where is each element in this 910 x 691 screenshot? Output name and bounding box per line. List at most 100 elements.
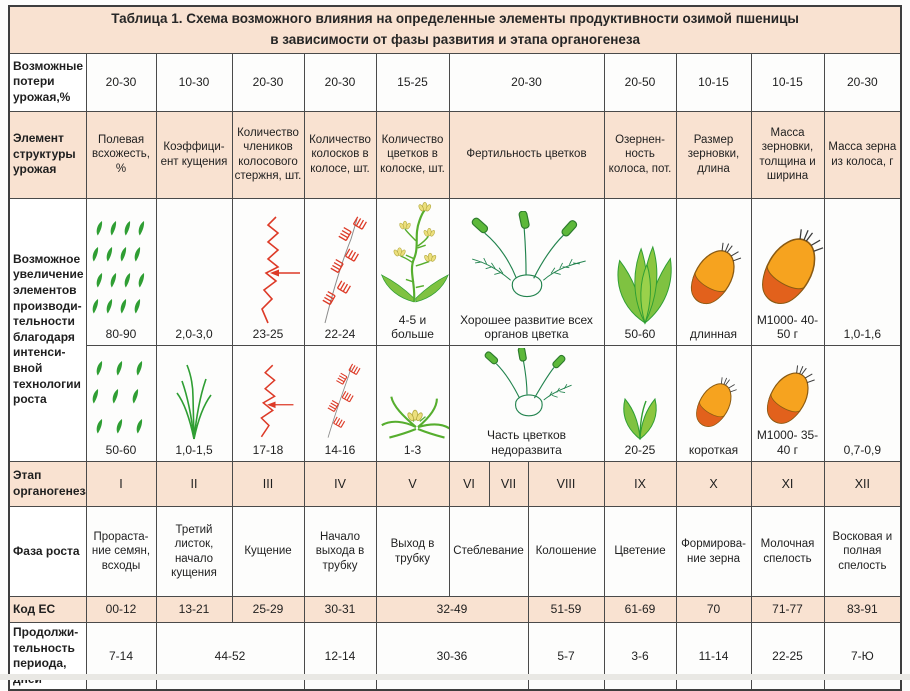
row-label-losses: Возможные потери урожая,% xyxy=(8,52,87,112)
good-value: 23-25 xyxy=(252,326,284,341)
ec-value: 13-21 xyxy=(155,596,233,624)
title-line-1: Таблица 1. Схема возможного влияния на о… xyxy=(111,10,799,26)
cell-poor-tillering: 1,0-1,5 xyxy=(155,345,233,463)
element-header: Масса зерна из колоса, г xyxy=(823,110,902,199)
element-header: Коэффици- ент кущения xyxy=(155,110,233,199)
cell-good-grain-mass: М1000- 40-50 г xyxy=(750,197,825,347)
poor-value: М1000- 35-40 г xyxy=(756,428,819,457)
losses-value: 10-15 xyxy=(675,52,752,112)
ec-value: 61-69 xyxy=(603,596,677,624)
cell-poor-spikelets: 14-16 xyxy=(303,345,377,463)
cell-poor-grain-size: короткая xyxy=(675,345,752,463)
grain-long-icon xyxy=(682,235,747,311)
element-header: Размер зерновки, длина xyxy=(675,110,752,199)
rachis-zigzag-tall-icon xyxy=(260,216,301,324)
duration-value: 30-36 xyxy=(375,622,529,691)
ec-value: 51-59 xyxy=(527,596,605,624)
phase-value: Кущение xyxy=(231,506,305,598)
row-losses: Возможные потери урожая,% 20-30 10-30 20… xyxy=(8,52,902,112)
row-ec-code: Код ЕС 00-12 13-21 25-29 30-31 32-49 51-… xyxy=(8,596,902,624)
duration-value: 5-7 xyxy=(527,622,605,691)
losses-value: 20-30 xyxy=(448,52,605,112)
phase-value: Восковая и полная спелость xyxy=(823,506,902,598)
row-label-phase: Фаза роста xyxy=(8,506,87,598)
row-label-ec-code: Код ЕС xyxy=(8,596,87,624)
table-title: Таблица 1. Схема возможного влияния на о… xyxy=(8,5,902,54)
element-header: Количество члеников колосового стержня, … xyxy=(231,110,305,199)
good-value: 80-90 xyxy=(105,326,137,341)
ec-value: 32-49 xyxy=(375,596,529,624)
organogenesis-stage: III xyxy=(231,461,305,508)
title-row: Таблица 1. Схема возможного влияния на о… xyxy=(8,5,902,54)
poor-value: 0,7-0,9 xyxy=(843,442,882,457)
losses-value: 15-25 xyxy=(375,52,450,112)
phase-value: Молочная спелость xyxy=(750,506,825,598)
duration-value: 3-6 xyxy=(603,622,677,691)
seedlings-dense-icon xyxy=(92,220,145,314)
row-organogenesis: Этап органогенеза I II III IV V VI VII V… xyxy=(8,461,902,508)
cell-good-tillering: 2,0-3,0 xyxy=(155,197,233,347)
losses-value: 10-30 xyxy=(155,52,233,112)
duration-value: 12-14 xyxy=(303,622,377,691)
leaf-bunch-small-icon xyxy=(623,397,657,440)
row-increase-good: Возможное увеличение элементов производи… xyxy=(8,197,902,463)
wheat-productivity-table: Таблица 1. Схема возможного влияния на о… xyxy=(8,5,903,691)
cell-good-ear-grain-weight: 1,0-1,6 xyxy=(823,197,902,347)
cell-good-fertility: Хорошее развитие всех органов цветка xyxy=(448,197,605,347)
organogenesis-stage: X xyxy=(675,461,752,508)
good-value: 1,0-1,6 xyxy=(843,326,882,341)
phase-value: Формирова- ние зерна xyxy=(675,506,752,598)
grain-large-icon xyxy=(758,364,820,427)
duration-value: 44-52 xyxy=(155,622,305,691)
cell-poor-florets: 1-3 xyxy=(375,345,450,463)
ec-value: 30-31 xyxy=(303,596,377,624)
seedlings-sparse-icon xyxy=(92,360,143,434)
organogenesis-stage: V xyxy=(375,461,450,508)
poor-value: Часть цветков недоразвита xyxy=(486,428,567,457)
poor-value: 17-18 xyxy=(252,442,284,457)
ec-value: 70 xyxy=(675,596,752,624)
cell-good-germination: 80-90 xyxy=(85,197,157,347)
row-increase-poor: 50-60 1,0-1,5 17-18 14-16 1-3 Часть цвет… xyxy=(9,345,902,463)
element-header: Масса зерновки, толщина и ширина xyxy=(750,110,825,199)
poor-value: 1-3 xyxy=(403,442,422,457)
organogenesis-stage: VI xyxy=(448,461,490,508)
duration-value: 11-14 xyxy=(675,622,752,691)
good-value: М1000- 40-50 г xyxy=(756,312,819,341)
floret-branch-lush-icon xyxy=(378,201,450,311)
organogenesis-stage: IX xyxy=(603,461,677,508)
duration-value: 7-Ю xyxy=(823,622,902,691)
row-label-increase: Возможное увеличение элементов производи… xyxy=(8,197,87,463)
ec-value: 00-12 xyxy=(85,596,157,624)
row-elements: Элемент структуры урожая Полевая всхожес… xyxy=(8,110,902,199)
title-line-2: в зависимости от фазы развития и этапа о… xyxy=(270,31,640,47)
losses-value: 20-50 xyxy=(603,52,677,112)
cell-poor-rachis: 17-18 xyxy=(231,345,305,463)
flower-underdeveloped-icon xyxy=(482,348,572,417)
cell-good-grains-per-ear: 50-60 xyxy=(603,197,677,347)
losses-value: 20-30 xyxy=(231,52,305,112)
element-header: Озернен- ность колоса, пот. xyxy=(603,110,677,199)
cell-good-grain-size: длинная xyxy=(675,197,752,347)
ec-value: 25-29 xyxy=(231,596,305,624)
row-duration: Продолжи- тельность периода, дней 7-14 4… xyxy=(8,622,902,691)
phase-value: Колошение xyxy=(527,506,605,598)
phase-value: Цветение xyxy=(603,506,677,598)
flower-full-development-icon xyxy=(469,210,586,297)
rachis-zigzag-short-icon xyxy=(260,364,295,438)
row-label-elements: Элемент структуры урожая xyxy=(8,110,87,199)
phase-value: Третий листок, начало кущения xyxy=(155,506,233,598)
grain-extra-large-icon xyxy=(752,224,823,311)
duration-value: 7-14 xyxy=(85,622,157,691)
organogenesis-stage: I xyxy=(85,461,157,508)
element-header: Количество колосков в колосе, шт. xyxy=(303,110,377,199)
cell-poor-ear-grain-weight: 0,7-0,9 xyxy=(823,345,902,463)
phase-value: Начало выхода в трубку xyxy=(303,506,377,598)
scan-edge-shadow xyxy=(0,674,910,680)
cell-poor-fertility: Часть цветков недоразвита xyxy=(448,345,605,463)
spike-small-icon xyxy=(310,359,370,441)
phase-value: Стеблевание xyxy=(448,506,529,598)
element-header: Полевая всхожесть, % xyxy=(85,110,157,199)
organogenesis-stage: VII xyxy=(488,461,529,508)
element-header: Фертильность цветков xyxy=(448,110,605,199)
